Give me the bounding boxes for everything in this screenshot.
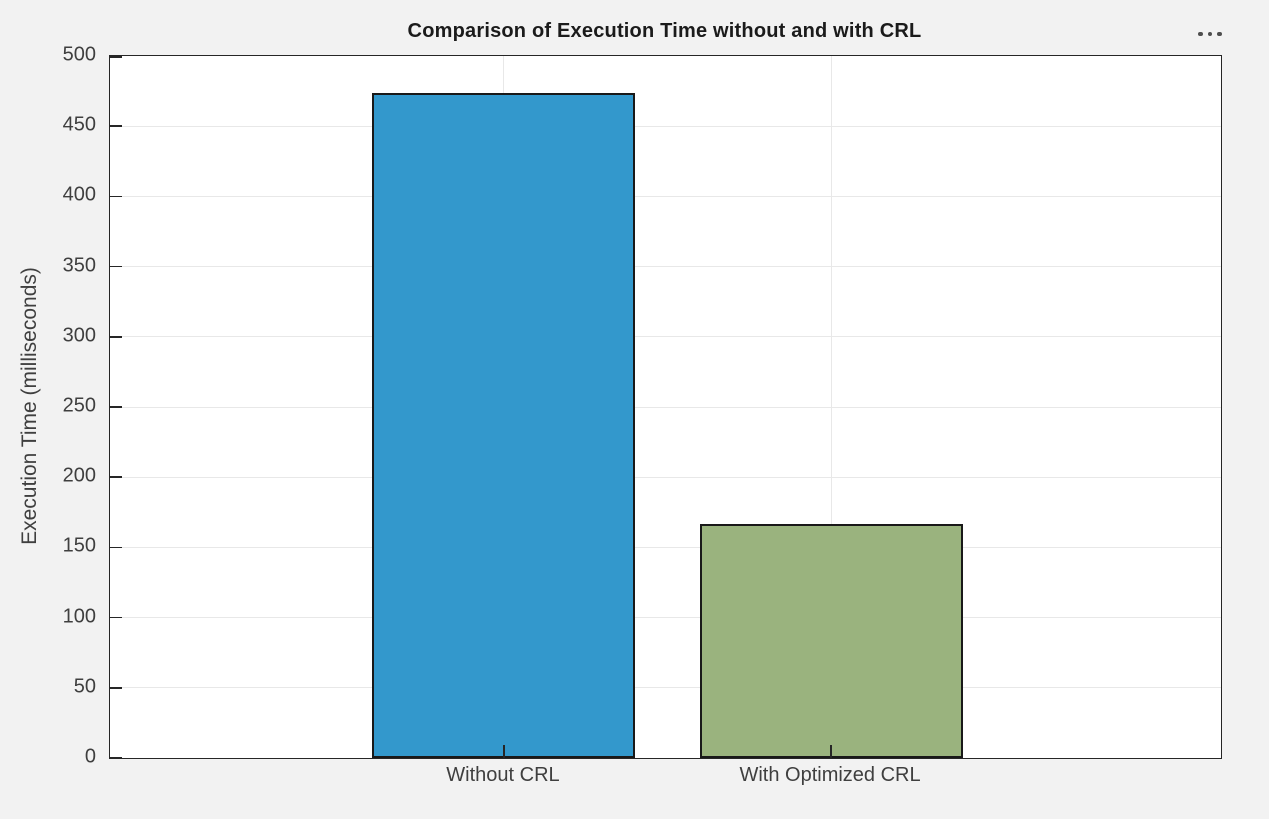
y-tick-mark — [110, 125, 122, 127]
horizontal-gridline — [110, 617, 1221, 619]
y-tick-label: 300 — [62, 324, 96, 347]
y-tick-mark — [110, 56, 122, 58]
horizontal-gridline — [110, 687, 1221, 689]
y-tick-label: 250 — [62, 394, 96, 417]
y-tick-mark — [110, 195, 122, 198]
y-tick-mark — [110, 476, 122, 478]
horizontal-gridline — [110, 476, 1221, 478]
y-tick-label: 350 — [62, 254, 96, 277]
x-axis-tick-labels: Without CRL With Optimized CRL — [109, 764, 1220, 790]
horizontal-gridline — [110, 546, 1221, 548]
horizontal-gridline — [110, 336, 1221, 338]
y-tick-mark — [110, 546, 122, 549]
plot-area — [109, 55, 1222, 759]
y-tick-mark — [110, 336, 122, 338]
y-tick-label: 450 — [62, 113, 96, 136]
y-tick-mark — [110, 265, 122, 268]
horizontal-gridline — [110, 195, 1221, 197]
y-tick-label: 50 — [73, 675, 96, 698]
y-tick-label: 100 — [62, 605, 96, 628]
horizontal-gridline — [110, 406, 1221, 408]
x-tick-label: Without CRL — [446, 764, 560, 786]
y-tick-mark — [110, 756, 122, 758]
x-tick-mark — [503, 745, 505, 758]
y-tick-label: 0 — [84, 745, 96, 768]
y-axis-tick-labels: 0 50 100 150 200 250 300 350 400 450 500 — [0, 44, 100, 768]
y-tick-mark — [110, 406, 122, 408]
y-tick-mark — [110, 687, 122, 689]
y-tick-mark — [110, 616, 122, 619]
y-tick-label: 200 — [62, 464, 96, 487]
x-tick-mark — [830, 745, 832, 758]
y-tick-label: 150 — [62, 534, 96, 557]
y-tick-label: 400 — [62, 183, 96, 206]
more-options-ellipsis-icon[interactable] — [1193, 28, 1227, 40]
horizontal-gridline — [110, 266, 1221, 268]
x-tick-label: With Optimized CRL — [739, 764, 921, 786]
vertical-gridline — [830, 56, 832, 758]
chart-title: Comparison of Execution Time without and… — [407, 20, 922, 42]
ellipsis-dot — [1198, 31, 1203, 37]
ellipsis-dot — [1207, 31, 1213, 37]
ellipsis-dot — [1217, 31, 1222, 37]
horizontal-gridline — [110, 125, 1221, 127]
y-tick-label: 500 — [62, 43, 96, 66]
bar-with-optimized-crl[interactable] — [699, 523, 963, 758]
bar-without-crl[interactable] — [372, 92, 636, 758]
